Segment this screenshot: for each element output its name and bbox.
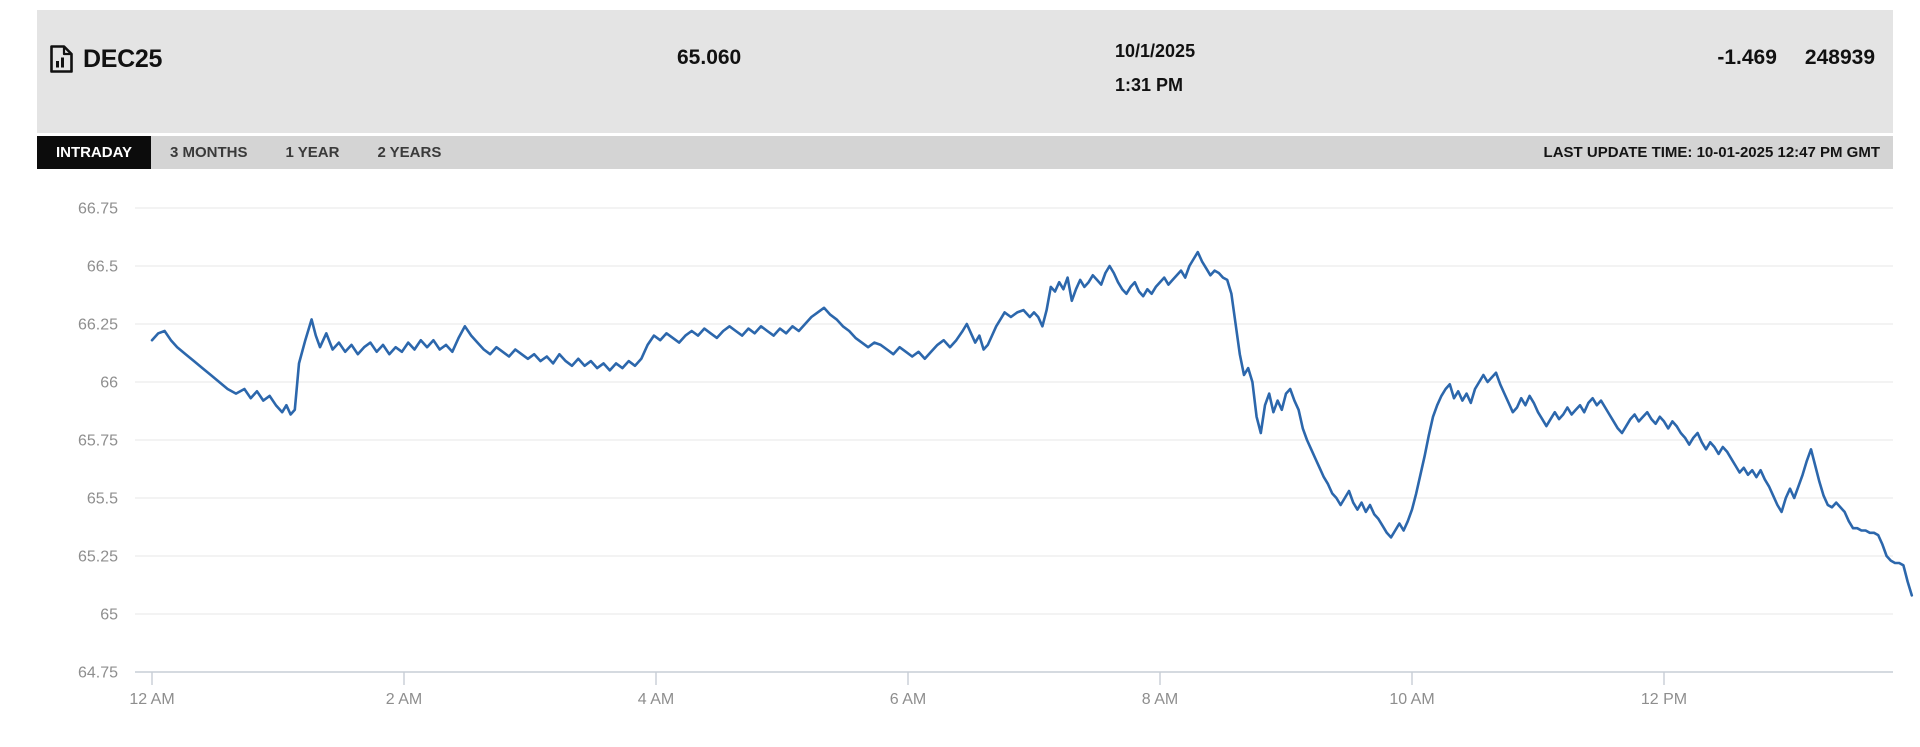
x-axis-label: 2 AM <box>386 691 422 708</box>
tab-intraday[interactable]: INTRADAY <box>37 136 151 169</box>
x-axis-label: 8 AM <box>1142 691 1178 708</box>
y-axis-label: 66 <box>100 375 118 392</box>
range-tabbar: INTRADAY 3 MONTHS 1 YEAR 2 YEARS LAST UP… <box>37 136 1893 169</box>
y-axis-label: 65 <box>100 607 118 624</box>
chart-document-icon <box>50 45 73 73</box>
quote-date: 10/1/2025 <box>1115 41 1196 61</box>
volume: 248939 <box>1804 46 1875 69</box>
quote-datetime: 10/1/2025 1:31 PM <box>1115 34 1195 102</box>
contract-symbol-group: DEC25 <box>49 44 162 74</box>
y-axis-label: 66.75 <box>78 201 118 218</box>
y-axis-label: 65.5 <box>87 491 118 508</box>
y-axis-label: 66.5 <box>87 259 118 276</box>
tab-1-year[interactable]: 1 YEAR <box>285 144 340 161</box>
x-axis-label: 6 AM <box>890 691 926 708</box>
x-axis-label: 4 AM <box>638 691 674 708</box>
change-volume-group: -1.469 248939 <box>1717 46 1875 70</box>
price-line <box>150 250 1914 597</box>
contract-symbol: DEC25 <box>83 44 163 73</box>
price-change: -1.469 <box>1717 46 1777 69</box>
y-axis-label: 65.25 <box>78 549 118 566</box>
y-axis-label: 64.75 <box>78 665 118 682</box>
quote-header: DEC25 65.060 10/1/2025 1:31 PM -1.469 24… <box>37 10 1893 133</box>
quote-time: 1:31 PM <box>1115 75 1184 95</box>
intraday-chart: 66.75 66.5 66.25 66 65.75 65.5 65.25 65 64.75 12 … <box>78 201 1914 708</box>
tab-3-months[interactable]: 3 MONTHS <box>170 144 248 161</box>
tab-2-years[interactable]: 2 YEARS <box>377 144 442 161</box>
x-axis-label: 12 AM <box>129 691 174 708</box>
last-update-time: LAST UPDATE TIME: 10-01-2025 12:47 PM GM… <box>1543 144 1880 161</box>
x-axis-label: 12 PM <box>1641 691 1687 708</box>
chart-area: 66.75 66.5 66.25 66 65.75 65.5 65.25 65 64.75 12 … <box>0 167 1920 747</box>
last-price: 65.060 <box>677 46 742 69</box>
y-axis-label: 65.75 <box>78 433 118 450</box>
y-axis-label: 66.25 <box>78 317 118 334</box>
x-axis-label: 10 AM <box>1389 691 1434 708</box>
